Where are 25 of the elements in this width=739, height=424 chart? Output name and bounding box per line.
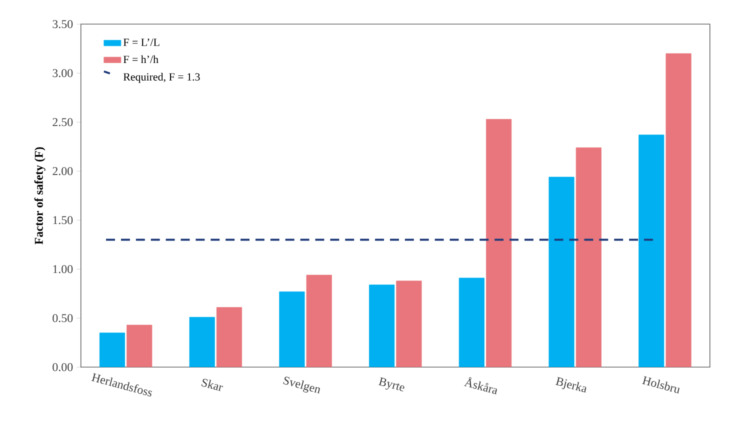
y-tick-label: 2.50	[52, 118, 73, 126]
x-tick-label: Svelgen	[283, 376, 320, 394]
bar	[666, 53, 692, 368]
x-tick-label: Skar	[201, 378, 223, 392]
legend-label: F = L’/L	[123, 38, 160, 46]
bar	[216, 307, 242, 368]
legend-label: F = h’/h	[123, 55, 158, 64]
legend-label: Required, F = 1.3	[123, 72, 200, 83]
x-tick-label: Byrte	[378, 377, 404, 392]
bar	[396, 280, 422, 368]
y-tick-label: 1.50	[53, 216, 73, 224]
y-tick-label: 0.00	[52, 363, 73, 372]
x-tick-label: Åskåra	[464, 377, 497, 394]
bar	[126, 324, 152, 368]
bar	[576, 147, 602, 368]
y-tick-label: 3.50	[52, 20, 73, 28]
x-tick-label: Bjerka	[555, 377, 586, 393]
bar	[306, 274, 332, 368]
y-tick-label: 1.00	[53, 265, 73, 274]
x-tick-label: Holsbru	[642, 376, 680, 394]
bar	[486, 119, 512, 368]
y-axis-title: Factor of safety (F)	[34, 147, 46, 244]
y-tick-label: 3.00	[52, 69, 73, 78]
y-tick-label: 0.50	[52, 314, 73, 322]
y-tick-label: 2.00	[52, 167, 73, 176]
